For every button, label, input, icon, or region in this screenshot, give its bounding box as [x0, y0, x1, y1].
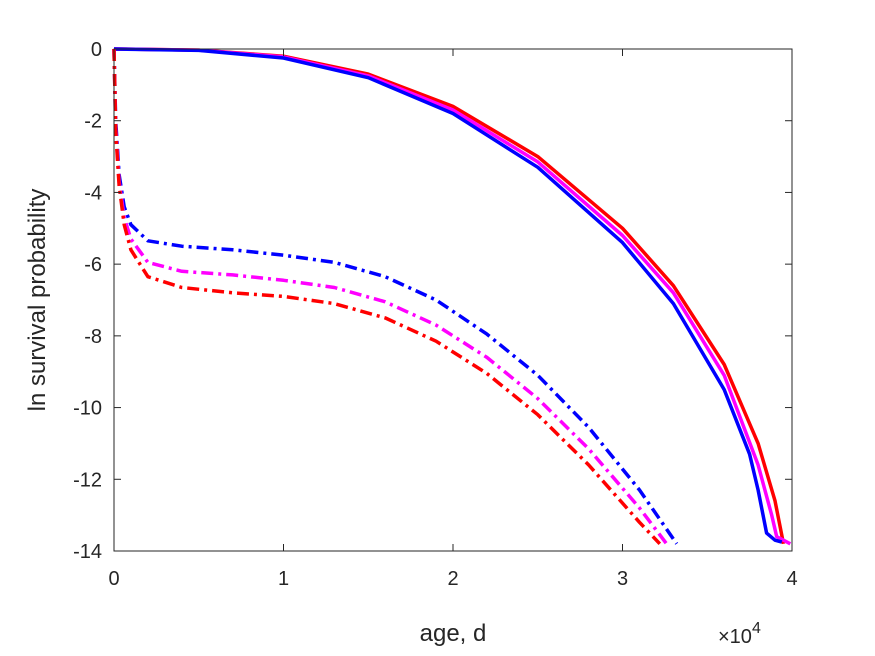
x-tick-label: 0: [108, 568, 119, 590]
series-line-1: [113, 47, 786, 545]
series-line-5: [112, 48, 668, 545]
x-tick-label: 2: [447, 568, 458, 590]
series-line-6: [112, 48, 662, 546]
x-exponent-power: 4: [752, 620, 761, 637]
series-line-3: [113, 47, 783, 544]
x-axis-exponent: ×104: [718, 620, 761, 648]
y-tick-label: -10: [73, 398, 102, 420]
x-tick-label: 3: [617, 568, 628, 590]
y-tick-label: -6: [84, 254, 102, 276]
series-lines: [112, 47, 792, 546]
y-tick-label: -12: [73, 469, 102, 491]
y-tick-label: -8: [84, 326, 102, 348]
y-tick-label: -4: [84, 182, 102, 204]
axis-ticks: 0 1 2 3 4 0 -2 -4 -6 -8 -10 -12 -14: [73, 39, 797, 590]
x-axis-label: age, d: [420, 620, 487, 647]
x-tick-label: 1: [278, 568, 289, 590]
y-tick-label: -14: [73, 541, 102, 563]
series-line-2: [113, 47, 792, 546]
x-tick-label: 4: [786, 568, 797, 590]
plot-frame: [113, 48, 793, 552]
x-exponent-base: ×10: [718, 626, 752, 648]
y-axis-label: ln survival probability: [24, 189, 51, 412]
y-tick-label: -2: [84, 111, 102, 133]
y-tick-label: 0: [91, 39, 102, 61]
